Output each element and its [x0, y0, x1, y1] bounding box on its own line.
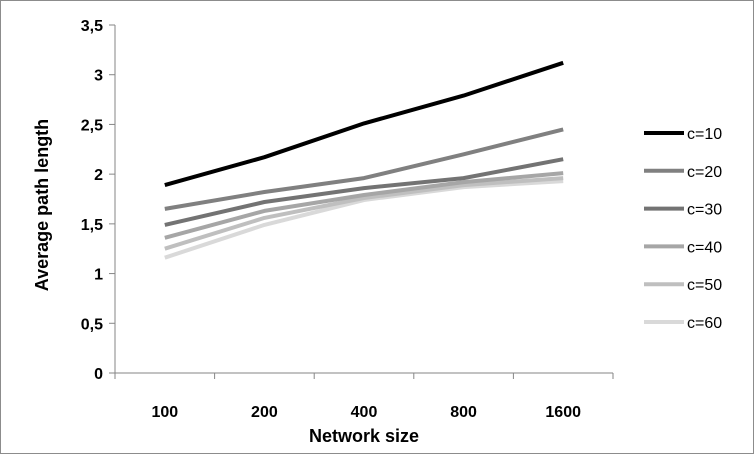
x-tick-label: 100: [151, 404, 178, 421]
legend-label: c=10: [687, 126, 722, 143]
y-axis: 0 0,5 1 1,5 2 2,5 3 3,5: [81, 18, 116, 383]
x-tick-label: 1600: [545, 404, 581, 421]
y-tick-label: 3: [94, 68, 103, 85]
series-line-c-50: [164, 176, 564, 251]
legend: c=10 c=20 c=30 c=40 c=50 c=60: [644, 126, 722, 332]
x-axis: 100 200 400 800 1600: [114, 372, 614, 421]
x-tick-label: 800: [450, 404, 477, 421]
legend-label: c=50: [687, 277, 722, 294]
series-line-c-30: [164, 157, 564, 227]
x-tick-label: 200: [251, 404, 278, 421]
series-lines: [164, 60, 564, 260]
legend-label: c=40: [687, 239, 722, 256]
legend-label: c=20: [687, 164, 722, 181]
y-tick-label: 0: [94, 366, 103, 383]
series-line-c-10: [164, 60, 564, 188]
y-tick-label: 1: [94, 267, 103, 284]
series-line-c-40: [164, 171, 564, 240]
x-tick-label: 400: [351, 404, 378, 421]
y-tick-label: 2,5: [81, 117, 103, 134]
series-line-c-60: [164, 179, 564, 260]
legend-label: c=30: [687, 202, 722, 219]
series-line-c-20: [164, 127, 564, 211]
x-axis-title: Network size: [309, 426, 419, 446]
legend-label: c=60: [687, 315, 722, 332]
y-tick-label: 3,5: [81, 18, 103, 35]
y-tick-label: 2: [94, 167, 103, 184]
y-tick-label: 0,5: [81, 316, 103, 333]
y-tick-label: 1,5: [81, 217, 103, 234]
y-axis-title: Average path length: [32, 119, 52, 291]
